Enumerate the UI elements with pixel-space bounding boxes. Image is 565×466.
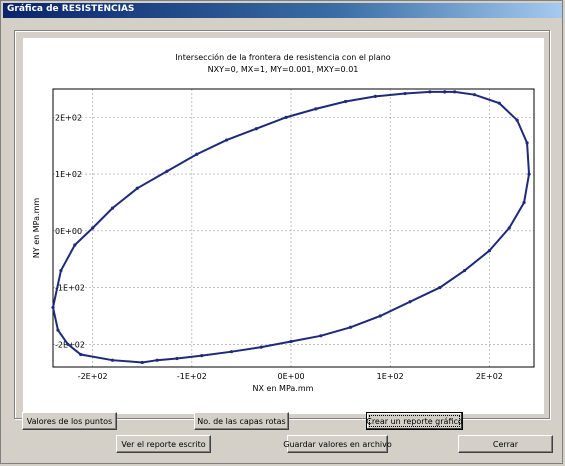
data-point bbox=[527, 172, 531, 176]
data-point bbox=[56, 328, 60, 332]
data-point bbox=[284, 115, 288, 119]
crear-reporte-grafico-label: Crear un reporte gráfico bbox=[366, 416, 463, 426]
y-axis-label: NY en MPa.mm bbox=[32, 198, 41, 259]
crear-reporte-grafico-button[interactable]: Crear un reporte gráfico bbox=[366, 412, 463, 430]
cerrar-label: Cerrar bbox=[492, 439, 519, 449]
data-point bbox=[59, 268, 63, 273]
ver-reporte-escrito-button[interactable]: Ver el reporte escrito bbox=[116, 435, 211, 453]
data-point bbox=[110, 206, 115, 210]
data-point bbox=[259, 345, 263, 349]
data-point bbox=[453, 90, 457, 94]
data-point bbox=[175, 356, 179, 361]
data-point bbox=[254, 127, 258, 131]
data-point bbox=[91, 226, 95, 230]
data-point bbox=[79, 352, 83, 357]
data-point bbox=[343, 99, 348, 104]
data-point bbox=[403, 91, 407, 96]
guardar-valores-button[interactable]: Guardar valores en archivo bbox=[283, 435, 392, 453]
y-tick-label: 0E+00 bbox=[55, 227, 82, 236]
capas-rotas-label: No. de las capas rotas bbox=[197, 416, 286, 426]
x-tick-label: -2E+02 bbox=[78, 372, 108, 381]
data-point bbox=[443, 90, 447, 94]
ver-reporte-escrito-label: Ver el reporte escrito bbox=[121, 439, 206, 449]
data-point bbox=[135, 186, 139, 190]
data-point bbox=[51, 305, 55, 310]
x-axis-label: NX en MPa.mm bbox=[253, 384, 314, 393]
data-point bbox=[378, 314, 382, 318]
x-tick-label: 2E+02 bbox=[476, 372, 503, 381]
valores-puntos-label: Valores de los puntos bbox=[26, 416, 113, 426]
data-point bbox=[373, 94, 377, 98]
data-point bbox=[515, 118, 519, 122]
window-title: Gráfica de RESISTENCIAS bbox=[7, 4, 135, 14]
x-tick-label: -1E+02 bbox=[177, 372, 207, 381]
data-point bbox=[522, 200, 526, 205]
y-tick-label: 2E+02 bbox=[55, 113, 82, 122]
valores-puntos-button[interactable]: Valores de los puntos bbox=[22, 412, 117, 430]
cerrar-button[interactable]: Cerrar bbox=[458, 435, 553, 453]
x-tick-label: 0E+00 bbox=[278, 372, 305, 381]
data-point bbox=[200, 354, 204, 358]
data-point bbox=[472, 93, 477, 97]
data-point bbox=[507, 226, 511, 230]
resistance-boundary-line bbox=[51, 90, 531, 364]
data-point bbox=[66, 342, 70, 346]
data-point bbox=[289, 339, 293, 344]
y-tick-label: -1E+02 bbox=[55, 284, 85, 293]
data-point bbox=[224, 138, 229, 142]
y-tick-label: 1E+02 bbox=[55, 170, 82, 179]
chart-panel: Intersección de la frontera de resistenc… bbox=[23, 38, 544, 414]
data-point bbox=[497, 101, 501, 105]
chart-subtitle: NXY=0, MX=1, MY=0.001, MXY=0.01 bbox=[208, 65, 359, 74]
data-point bbox=[462, 268, 467, 273]
guardar-valores-label: Guardar valores en archivo bbox=[283, 439, 392, 449]
data-point bbox=[110, 358, 115, 362]
data-point bbox=[348, 325, 353, 329]
data-point bbox=[438, 285, 442, 290]
data-point bbox=[155, 358, 159, 362]
resistance-chart: Intersección de la frontera de resistenc… bbox=[32, 52, 535, 393]
data-point bbox=[140, 360, 144, 365]
data-point bbox=[314, 107, 318, 111]
data-point bbox=[408, 300, 412, 304]
data-point bbox=[319, 334, 323, 338]
data-point bbox=[487, 249, 491, 253]
plot-area-border bbox=[52, 88, 535, 368]
data-point bbox=[229, 350, 234, 354]
data-point bbox=[525, 141, 529, 145]
title-bar[interactable]: Gráfica de RESISTENCIAS bbox=[3, 3, 562, 18]
data-point bbox=[428, 90, 432, 94]
capas-rotas-button[interactable]: No. de las capas rotas bbox=[194, 412, 289, 430]
data-point bbox=[195, 152, 199, 156]
data-point bbox=[165, 169, 169, 173]
window-client-area: Intersección de la frontera de resistenc… bbox=[4, 20, 561, 462]
data-point bbox=[73, 243, 77, 247]
chart-title: Intersección de la frontera de resistenc… bbox=[175, 52, 390, 62]
x-tick-label: 1E+02 bbox=[377, 372, 404, 381]
